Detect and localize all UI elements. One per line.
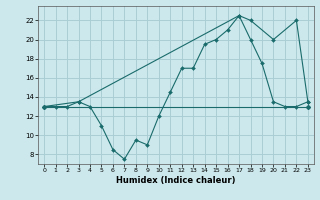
- X-axis label: Humidex (Indice chaleur): Humidex (Indice chaleur): [116, 176, 236, 185]
